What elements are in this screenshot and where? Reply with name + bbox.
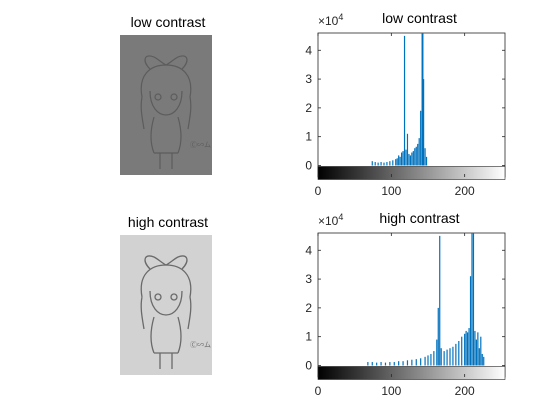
high-y-tick-label: 0: [305, 358, 312, 372]
low-histogram-title: low contrast: [382, 10, 457, 26]
low-y-tick-label: 3: [305, 72, 312, 86]
high-image-hair: [140, 264, 192, 330]
low-image-eye-left: [154, 93, 162, 101]
high-grayscale-colorbar: [317, 366, 506, 380]
high-image-body: [150, 316, 182, 354]
low-y-tick-label: 2: [305, 101, 312, 115]
low-image-hair: [140, 64, 192, 130]
low-y-exponent-label: ×104: [318, 12, 343, 28]
high-x-tick-label: 100: [381, 384, 401, 398]
high-image-face: [149, 290, 183, 316]
low-image-signature: Ⓒ∽ム: [190, 141, 211, 149]
low-y-tick-label: 0: [305, 158, 312, 172]
low-y-exponent-power: 4: [338, 12, 343, 22]
high-x-tick-label: 200: [455, 384, 475, 398]
low-x-tick-label: 0: [315, 184, 322, 198]
high-histogram-title: high contrast: [379, 210, 459, 226]
high-contrast-image: Ⓒ∽ム: [120, 235, 212, 375]
low-x-tick-label: 100: [381, 184, 401, 198]
high-y-tick-label: 1: [305, 330, 312, 344]
low-x-tick-label: 200: [455, 184, 475, 198]
high-contrast-image-title: high contrast: [127, 214, 209, 230]
low-contrast-girl-illustration: Ⓒ∽ム: [120, 35, 212, 175]
high-image-signature: Ⓒ∽ム: [190, 341, 211, 349]
low-y-tick-label: 4: [305, 43, 312, 57]
high-y-exponent-label: ×104: [318, 212, 343, 228]
high-y-tick-label: 3: [305, 272, 312, 286]
low-image-bg: [120, 35, 212, 175]
high-image-legs: [159, 353, 173, 369]
low-image-eye-right: [170, 93, 178, 101]
low-contrast-image: Ⓒ∽ム: [120, 35, 212, 175]
low-grayscale-colorbar: [317, 166, 506, 180]
low-image-face: [149, 90, 183, 116]
low-image-body: [150, 116, 182, 154]
high-histogram: 0 1 2 3 4 0 100 200 ×104 high contrast: [305, 210, 506, 398]
high-image-eye-right: [170, 293, 178, 301]
high-x-tick-label: 0: [315, 384, 322, 398]
high-y-tick-label: 2: [305, 301, 312, 315]
high-image-bg: [120, 235, 212, 375]
high-y-exponent-power: 4: [338, 212, 343, 222]
low-y-tick-label: 1: [305, 130, 312, 144]
low-histogram: 0 1 2 3 4 0 100 200 ×104 low contrast: [305, 10, 506, 198]
high-contrast-girl-illustration: Ⓒ∽ム: [120, 235, 212, 375]
low-image-legs: [159, 153, 173, 169]
high-image-eye-left: [154, 293, 162, 301]
high-y-tick-label: 4: [305, 243, 312, 257]
low-contrast-image-title: low contrast: [130, 14, 206, 30]
